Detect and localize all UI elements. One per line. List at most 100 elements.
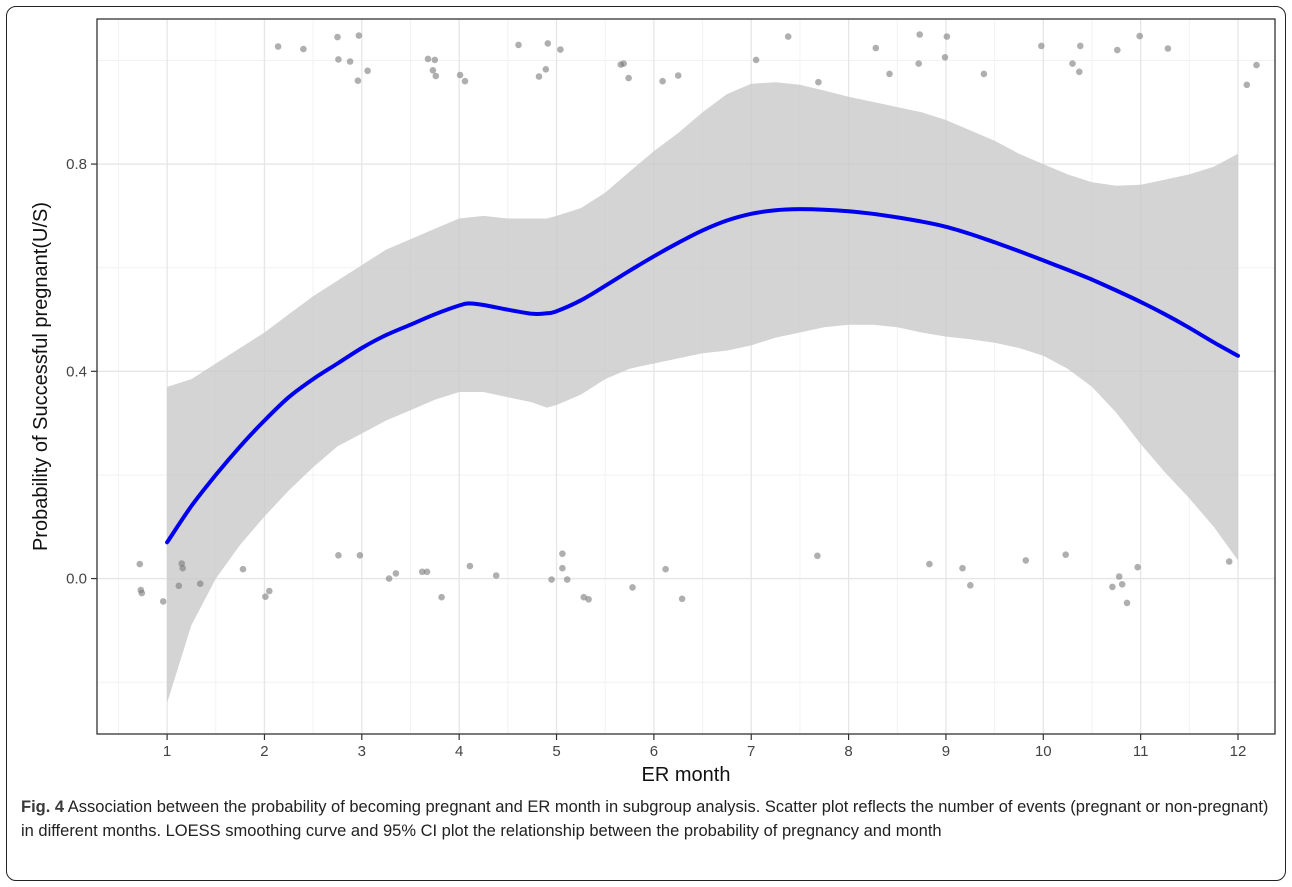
figure-caption: Fig. 4 Association between the probabili… <box>21 795 1283 843</box>
y-tick-label: 0.0 <box>66 571 87 588</box>
scatter-point <box>959 564 966 572</box>
scatter-point <box>492 572 500 579</box>
scatter-point <box>915 60 922 67</box>
x-axis-title: ER month <box>642 764 731 786</box>
y-axis-title: Probability of Successful pregnant(U/S) <box>30 202 52 551</box>
x-tick-label: 1 <box>163 743 171 760</box>
scatter-point <box>1253 61 1260 69</box>
loess-curve <box>165 207 1240 545</box>
scatter-point <box>542 66 550 73</box>
scatter-point <box>916 31 923 38</box>
scatter-point <box>1134 563 1141 571</box>
scatter-point <box>967 582 974 589</box>
x-tick-label: 6 <box>650 743 658 760</box>
y-axis-ticks: 0.0 0.4 0.8 <box>66 156 97 588</box>
scatter-point <box>563 576 571 583</box>
scatter-point <box>585 596 592 603</box>
scatter-point <box>548 576 555 583</box>
scatter-point <box>941 54 949 61</box>
scatter-point <box>300 45 307 53</box>
scatter-point <box>466 562 474 570</box>
scatter-point <box>1115 573 1123 580</box>
scatter-point <box>239 565 247 573</box>
scatter-point <box>1062 551 1069 558</box>
scatter-point <box>335 552 342 559</box>
scatter-point <box>544 40 552 47</box>
scatter-point <box>354 77 362 84</box>
scatter-point <box>392 570 400 577</box>
x-tick-label: 2 <box>260 743 268 760</box>
scatter-point <box>136 560 144 568</box>
scatter-point <box>557 46 564 53</box>
x-tick-label: 5 <box>552 743 560 760</box>
y-tick-label: 0.4 <box>66 363 87 380</box>
scatter-point <box>872 44 880 52</box>
scatter-point <box>1109 583 1116 591</box>
scatter-point <box>752 56 760 64</box>
x-tick-label: 11 <box>1133 743 1149 760</box>
x-tick-label: 10 <box>1035 743 1052 760</box>
scatter-point <box>432 72 440 80</box>
scatter-point <box>1225 558 1233 565</box>
scatter-point <box>138 589 146 597</box>
figure-label: Fig. 4 <box>21 798 65 816</box>
scatter-point <box>886 70 893 78</box>
scatter-point <box>1076 68 1083 76</box>
scatter-point <box>1118 581 1126 588</box>
scatter-point <box>1114 46 1121 54</box>
scatter-point <box>815 78 822 86</box>
x-tick-label: 12 <box>1230 743 1247 760</box>
x-tick-label: 4 <box>455 743 463 760</box>
x-tick-label: 8 <box>844 743 852 760</box>
scatter-point <box>1164 45 1172 52</box>
scatter-point <box>355 32 363 39</box>
scatter-point <box>515 41 522 49</box>
scatter-point <box>620 60 627 67</box>
scatter-point <box>674 72 682 79</box>
scatter-point <box>943 33 951 40</box>
scatter-point <box>159 598 167 605</box>
scatter-point <box>335 56 342 63</box>
scatter-point <box>175 582 183 590</box>
scatter-point <box>334 33 341 41</box>
scatter-point <box>1136 32 1143 40</box>
scatter-point <box>438 593 445 601</box>
scatter-point <box>659 77 666 85</box>
x-axis-ticks: 1 2 3 4 5 6 7 8 9 10 11 12 <box>163 734 1246 760</box>
scatter-point <box>1123 599 1131 607</box>
scatter-point <box>625 74 632 82</box>
scatter-point <box>364 67 371 75</box>
scatter-point <box>346 58 354 65</box>
scatter-point <box>423 568 431 576</box>
loess-chart: 1 2 3 4 5 6 7 8 9 10 11 12 0.00.40.8 ER month Proba… <box>30 18 1276 786</box>
scatter-point <box>274 43 282 50</box>
scatter-point <box>385 575 393 582</box>
caption-text: Association between the probability of b… <box>21 798 1269 840</box>
x-tick-label: 7 <box>747 743 755 760</box>
scatter-point <box>456 71 464 79</box>
scatter-point <box>784 33 792 40</box>
scatter-point <box>535 73 543 80</box>
scatter-point <box>424 55 432 63</box>
scatter-point <box>431 56 439 64</box>
x-tick-label: 9 <box>942 743 950 760</box>
scatter-point <box>1069 60 1076 67</box>
scatter-point <box>559 564 566 572</box>
scatter-point <box>662 565 669 573</box>
scatter-point <box>1022 557 1030 564</box>
scatter-point <box>196 580 204 587</box>
scatter-point <box>814 552 821 560</box>
scatter-point <box>356 552 364 559</box>
scatter-point <box>629 584 636 591</box>
scatter-point <box>179 564 186 572</box>
scatter-point <box>461 77 469 85</box>
scatter-point <box>559 550 566 557</box>
scatter-point <box>678 595 686 603</box>
scatter-point <box>1077 42 1084 50</box>
scatter-point <box>980 70 988 78</box>
x-tick-label: 3 <box>358 743 366 760</box>
scatter-point <box>266 587 273 595</box>
figure-frame: 1 2 3 4 5 6 7 8 9 10 11 12 0.0 0.4 0.8 ER month Proba… <box>6 6 1286 881</box>
scatter-point <box>1038 42 1045 50</box>
scatter-point <box>429 67 437 74</box>
